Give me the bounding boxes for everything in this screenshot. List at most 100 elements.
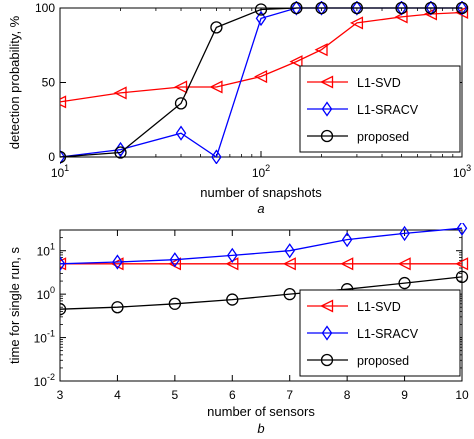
circle-marker: [350, 1, 364, 15]
circle-marker: [395, 1, 408, 15]
legend-entry: L1-SRACV: [307, 325, 419, 341]
diamond-marker: [60, 256, 66, 272]
y-axis-label: detection probability, %: [7, 15, 22, 149]
series-proposed: [60, 1, 469, 164]
legend-entry: L1-SRACV: [307, 101, 419, 117]
series-proposed: [60, 270, 469, 316]
circle-marker: [398, 276, 411, 290]
diamond-marker: [284, 243, 296, 259]
x-tick-label: 101: [51, 163, 69, 180]
series-line: [60, 227, 463, 265]
circle-marker: [114, 146, 127, 159]
legend: L1-SVD L1-SRACV proposed: [299, 289, 461, 377]
triangle-marker: [320, 299, 334, 313]
diamond-marker: [341, 231, 353, 248]
series-line: [60, 11, 463, 103]
y-tick-label: 50: [42, 76, 56, 90]
circle-marker: [254, 3, 268, 16]
circle-marker: [60, 150, 67, 164]
y-tick-label: 0: [48, 150, 55, 164]
triangle-marker: [314, 43, 328, 57]
circle-marker: [210, 21, 223, 34]
diamond-marker: [396, 1, 407, 16]
diamond-marker: [351, 1, 363, 16]
legend-entry: L1-SVD: [307, 299, 401, 314]
circle-marker: [315, 1, 328, 15]
triangle-marker: [254, 69, 268, 84]
y-tick-label: 10-2: [34, 372, 55, 389]
x-tick-label: 7: [286, 388, 293, 402]
panel-label: b: [257, 421, 264, 436]
triangle-marker: [455, 257, 469, 271]
series-line: [60, 7, 462, 158]
diamond-marker: [211, 149, 222, 164]
series-line: [60, 276, 463, 310]
diamond-marker: [456, 1, 468, 16]
x-tick-label: 102: [252, 163, 270, 180]
legend-label: L1-SRACV: [357, 103, 419, 117]
circle-marker: [168, 297, 182, 310]
y-tick-label: 10-1: [34, 329, 55, 346]
circle-marker: [290, 1, 303, 15]
diamond-marker: [321, 325, 333, 341]
triangle-marker: [174, 80, 188, 94]
legend-entry: proposed: [307, 353, 409, 368]
x-axis-label: number of snapshots: [200, 185, 322, 200]
series-l1-svd: [60, 5, 469, 109]
circle-marker: [226, 293, 239, 306]
y-tick-label: 100: [37, 285, 55, 302]
diamond-marker: [169, 252, 181, 268]
diamond-marker: [60, 149, 66, 164]
legend-label: L1-SRACV: [357, 327, 419, 341]
diamond-marker: [425, 1, 437, 16]
x-tick-label: 4: [114, 388, 121, 402]
triangle-marker: [397, 257, 411, 271]
circle-marker: [60, 303, 67, 316]
x-tick-label: 3: [57, 388, 64, 402]
x-axis-label: number of sensors: [207, 404, 315, 419]
plot-frame: [59, 229, 463, 382]
circle-marker: [320, 353, 334, 367]
legend-label: proposed: [357, 130, 409, 144]
triangle-marker: [423, 7, 438, 21]
circle-marker: [455, 270, 469, 284]
triangle-marker: [349, 16, 364, 30]
y-tick-label: 101: [37, 242, 55, 259]
legend-label: L1-SVD: [357, 76, 401, 90]
y-tick-label: 100: [35, 1, 55, 15]
triangle-marker: [113, 86, 127, 100]
legend-label: proposed: [357, 354, 409, 368]
triangle-marker: [110, 257, 124, 271]
diamond-marker: [175, 125, 187, 141]
triangle-marker: [209, 80, 223, 94]
circle-marker: [320, 129, 334, 143]
triangle-marker: [340, 257, 354, 271]
x-tick-label: 6: [229, 388, 236, 402]
triangle-marker: [320, 75, 334, 89]
x-tick-label: 5: [172, 388, 179, 402]
legend-entry: L1-SVD: [307, 75, 401, 90]
series-l1-svd: [60, 257, 469, 271]
x-tick-label: 10: [455, 388, 469, 402]
circle-marker: [424, 1, 438, 15]
diamond-marker: [321, 101, 333, 117]
diamond-marker: [399, 225, 410, 242]
legend-entry: proposed: [307, 129, 409, 144]
series-l1-sracv: [60, 223, 468, 272]
x-tick-label: 103: [453, 163, 471, 180]
diamond-marker: [316, 1, 327, 16]
circle-marker: [111, 301, 124, 314]
y-axis-label: time for single run, s: [7, 246, 22, 364]
circle-marker: [174, 97, 188, 110]
diamond-marker: [112, 254, 123, 270]
x-tick-label: 8: [344, 388, 351, 402]
circle-marker: [455, 1, 469, 15]
legend: L1-SVD L1-SRACV proposed: [299, 65, 461, 153]
legend-label: L1-SVD: [357, 300, 401, 314]
diamond-marker: [255, 10, 267, 27]
triangle-marker: [282, 257, 296, 271]
diamond-marker: [291, 1, 302, 16]
circle-marker: [283, 287, 296, 301]
x-tick-label: 9: [401, 388, 408, 402]
